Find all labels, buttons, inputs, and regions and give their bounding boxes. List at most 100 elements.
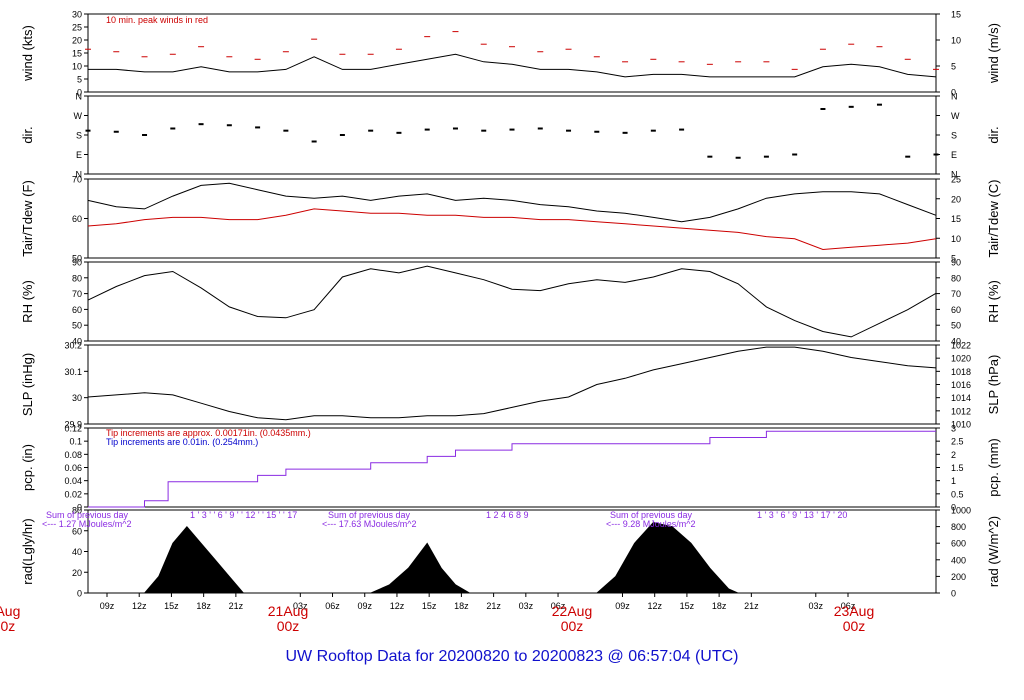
right-tick-label: N [951, 92, 958, 102]
left-tick-label: 90 [72, 258, 82, 268]
right-tick-label: 3 [951, 424, 956, 434]
left-tick-label: 80 [72, 506, 82, 516]
right-tick-label: 1010 [951, 420, 971, 430]
left-tick-label: S [76, 131, 82, 141]
left-tick-label: W [74, 111, 83, 121]
x-tick-label: 06z [551, 601, 566, 611]
series-line [87, 208, 937, 251]
panel-6: 0 0.02 0.04 0.06 0.08 0.1 0.12 0 0.5 1 1.5 2 2.5 3 pcp… [20, 424, 1001, 513]
right-tick-label: 1014 [951, 393, 971, 403]
x-tick-label: 12z [132, 601, 147, 611]
data-point [763, 155, 769, 158]
left-tick-label: 20 [72, 36, 82, 46]
data-point [905, 155, 911, 158]
right-tick-label: 10 [951, 234, 961, 244]
x-tick-label: 09z [357, 601, 372, 611]
right-tick-label: 1016 [951, 380, 971, 390]
panel-3: 50 60 70 5 10 15 20 25 Tair/Tdew (F) Tair/Tdew (C… [20, 175, 1001, 264]
hour-marks: 1 ' 3 ' ' 6 ' 9 ' ' 12 ' ' 15 ' ' 17 [190, 510, 297, 520]
data-point [85, 129, 91, 132]
right-tick-label: 0.5 [951, 489, 964, 499]
date-label: 0Aug [0, 603, 20, 619]
right-tick-label: 2.5 [951, 437, 964, 447]
data-point [452, 127, 458, 130]
y-axis-label-left: wind (kts) [20, 25, 35, 82]
date-label: 00z [277, 618, 300, 634]
footer-at-time: @ 06:57:04 [607, 648, 691, 665]
series-area [88, 522, 936, 594]
right-tick-label: 1 [951, 476, 956, 486]
y-axis-label-left: RH (%) [20, 280, 35, 323]
y-axis-label-right: rad (W/m^2) [986, 516, 1001, 587]
right-tick-label: 1.5 [951, 463, 964, 473]
x-tick-label: 06z [841, 601, 856, 611]
right-tick-label: 70 [951, 289, 961, 299]
date-label: 00z [561, 618, 584, 634]
footer-prefix: UW Rooftop Data for [285, 648, 439, 665]
left-tick-label: 0.08 [64, 450, 82, 460]
left-tick-label: N [76, 170, 83, 180]
x-tick-label: 21z [486, 601, 501, 611]
left-tick-label: 30 [72, 10, 82, 20]
right-tick-label: 800 [951, 522, 966, 532]
left-tick-label: 29.9 [64, 420, 82, 430]
data-point [283, 129, 289, 132]
daily-sum-caption: Sum of previous day [46, 510, 129, 520]
left-tick-label: 70 [72, 289, 82, 299]
right-tick-label: N [951, 170, 958, 180]
panel-5: 29.9 30 30.1 30.2 1010 1012 1014 1016 1018 1020 10… [20, 341, 1001, 430]
x-tick-label: 03z [809, 601, 824, 611]
right-tick-label: 1022 [951, 341, 971, 351]
hour-marks: 1 ' 3 ' 6 ' 9 ' 13 ' 17 ' 20 [757, 510, 847, 520]
footer-to: to [514, 648, 528, 665]
y-axis-label-right: SLP (hPa) [986, 355, 1001, 415]
date-label: 22Aug [552, 603, 592, 619]
x-tick-label: 09z [100, 601, 115, 611]
date-label: 23Aug [834, 603, 874, 619]
x-tick-label: 09z [615, 601, 630, 611]
y-axis-label-right: RH (%) [986, 280, 1001, 323]
x-tick-label: 18z [454, 601, 469, 611]
right-tick-label: 20 [951, 194, 961, 204]
right-tick-label: 1000 [951, 506, 971, 516]
right-tick-label: 1020 [951, 354, 971, 364]
data-point [142, 134, 148, 136]
left-tick-label: 30.1 [64, 367, 82, 377]
data-point [170, 127, 176, 130]
right-tick-label: 1018 [951, 367, 971, 377]
daily-sum-value: <--- 1.27 MJoules/m^2 [42, 519, 132, 529]
left-tick-label: 50 [72, 321, 82, 331]
x-tick-label: 18z [196, 601, 211, 611]
panel-4: 40 50 60 70 80 90 40 50 60 70 80 90 RH (%) RH (%) [20, 258, 1001, 347]
left-tick-label: 0.06 [64, 463, 82, 473]
x-tick-label: 15z [680, 601, 695, 611]
date-label: 00z [843, 618, 866, 634]
x-tick-label: 12z [390, 601, 405, 611]
daily-sum-caption: Sum of previous day [610, 510, 693, 520]
series-1 [87, 265, 937, 338]
right-tick-label: 2 [951, 450, 956, 460]
right-tick-label: 15 [951, 10, 961, 20]
series-1 [87, 182, 937, 223]
right-tick-label: 40 [951, 337, 961, 347]
data-point [537, 127, 543, 130]
y-axis-label-left: SLP (inHg) [20, 353, 35, 416]
right-tick-label: W [951, 111, 960, 121]
footer-start-date: 20200820 [438, 648, 510, 665]
data-point [594, 130, 600, 133]
data-point [792, 153, 798, 156]
y-axis-label-right: pcp. (mm) [986, 438, 1001, 497]
left-tick-label: 0 [77, 88, 82, 98]
left-tick-label: 0.04 [64, 476, 82, 486]
right-tick-label: 600 [951, 539, 966, 549]
panel-annotation: 10 min. peak winds in red [106, 15, 208, 25]
left-tick-label: 0.1 [69, 437, 82, 447]
series-2 [88, 53, 937, 78]
left-tick-label: 50 [72, 254, 82, 264]
data-point [424, 128, 430, 131]
series-1 [87, 346, 937, 421]
left-tick-label: 0.02 [64, 489, 82, 499]
